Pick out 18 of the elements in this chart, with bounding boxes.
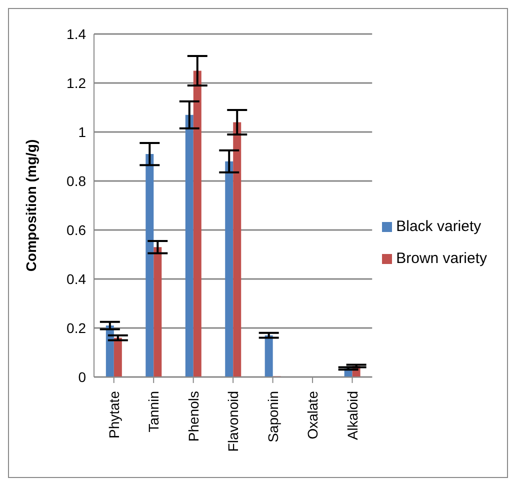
y-tick-label: 0.6 [66, 222, 86, 238]
y-axis-title: Composition (mg/g) [22, 139, 39, 272]
legend-label: Brown variety [396, 250, 487, 267]
x-tick-label: Alkaloid [344, 391, 360, 440]
y-tick-label: 0.2 [66, 320, 86, 336]
y-tick-label: 1 [78, 124, 86, 140]
y-tick-label: 1.4 [66, 26, 86, 42]
x-tick-label: Phytate [106, 390, 122, 438]
y-tick-label: 0.8 [66, 172, 86, 189]
y-tick-label: 0 [78, 368, 86, 385]
legend-label: Black variety [396, 218, 482, 235]
x-tick-label: Flavonoid [225, 391, 242, 452]
x-tick-label: Phenols [185, 391, 202, 442]
y-tick-label: 1.2 [66, 74, 86, 91]
x-tick-label: Tannin [146, 391, 162, 432]
x-tick-label: Saponin [264, 391, 281, 442]
x-tick-label: Oxalate [304, 390, 321, 440]
y-tick-label: 0.4 [66, 270, 86, 287]
